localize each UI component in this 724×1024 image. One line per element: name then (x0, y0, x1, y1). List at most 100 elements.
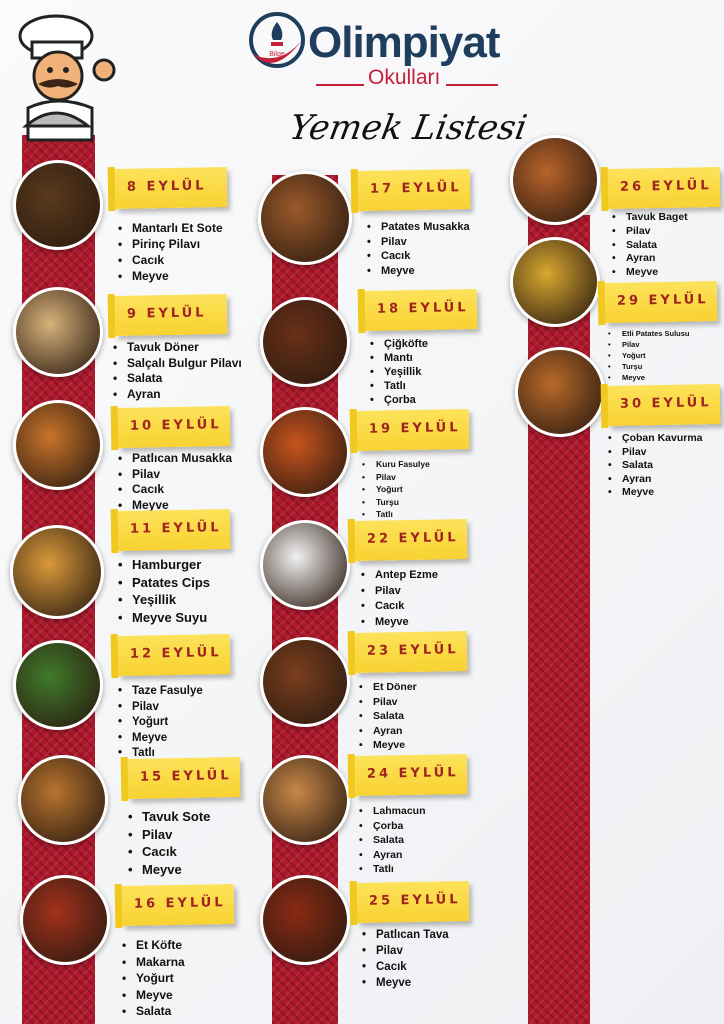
menu-item-text: Salçalı Bulgur Pilavı (127, 355, 242, 370)
menu-item: Turşu (362, 496, 430, 509)
date-label: 22 EYLÜL (366, 530, 459, 547)
menu-item-text: Hamburger (132, 557, 202, 572)
menu-item-text: Meyve (132, 497, 169, 512)
menu-item-text: Makarna (136, 954, 185, 969)
menu-item-text: Ayran (622, 472, 652, 485)
menu-item-text: Cacık (132, 482, 165, 496)
menu-item: Ayran (608, 473, 703, 487)
menu-item-text: Meyve (132, 269, 169, 283)
menu-item-text: Yeşillik (384, 366, 422, 378)
menu-list: Tavuk BagetPilavSalataAyranMeyve (612, 211, 688, 280)
menu-item: Yeşillik (370, 365, 428, 379)
menu-item-text: Patlıcan Tava (376, 929, 449, 941)
menu-item: Cacık (362, 959, 449, 975)
date-tag: 11 EYLÜL (117, 509, 231, 551)
menu-item-text: Meyve (376, 977, 412, 989)
menu-item-text: Pilav (376, 945, 403, 957)
menu-item: Meyve (118, 268, 223, 284)
menu-item: Et Döner (359, 680, 417, 695)
food-photo (13, 640, 103, 730)
menu-item: Cacık (367, 249, 470, 264)
menu-item: Cacık (118, 252, 223, 268)
menu-item: Etli Patates Sulusu (608, 328, 690, 339)
menu-list: Taze Fasulye Pilav Yoğurt Meyve Tatlı (118, 684, 203, 762)
menu-item: Meyve (612, 266, 688, 280)
date-label: 16 EYLÜL (133, 895, 226, 912)
food-photo (260, 875, 350, 965)
menu-item-text: Tatlı (376, 509, 393, 519)
menu-item: Taze Fasulye (118, 684, 203, 700)
date-tag: 17 EYLÜL (357, 169, 471, 211)
menu-list: Etli Patates Sulusu Pilav Yoğurt Turşu Meyve (608, 328, 690, 383)
food-photo (10, 525, 104, 619)
menu-item-text: Ayran (626, 252, 656, 265)
food-photo (510, 237, 600, 327)
menu-list: Et Döner Pilav Salata Ayran Meyve (359, 680, 417, 753)
red-stripe (528, 215, 590, 1024)
food-photo (260, 755, 350, 845)
brand-subtitle: Okulları (368, 66, 441, 89)
date-label: 24 EYLÜL (366, 765, 459, 782)
menu-item-text: Kuru Fasulye (376, 459, 430, 469)
menu-item-text: Meyve (373, 739, 406, 751)
menu-item: Tatlı (359, 862, 426, 877)
menu-list: Patlıcan MusakkaPilavCacıkMeyve (118, 451, 232, 513)
menu-item: Salata (608, 459, 703, 473)
date-label: 12 EYLÜL (129, 645, 222, 662)
menu-item-text: Turşu (376, 496, 399, 507)
menu-item: Meyve (362, 975, 449, 991)
menu-item-text: Et Köfte (136, 938, 182, 952)
menu-item-text: Meyve (136, 987, 173, 1002)
menu-item: Pilav (359, 695, 417, 710)
menu-item: Meyve (122, 987, 185, 1004)
menu-list: Patates Musakka Pilav Cacık Meyve (367, 220, 470, 278)
menu-item-text: Mantı (384, 352, 413, 364)
menu-item: Tavuk Baget (612, 211, 688, 225)
menu-item-text: Meyve (622, 373, 645, 382)
menu-item-text: Cacık (376, 961, 407, 973)
food-photo (13, 287, 103, 377)
menu-list: Kuru Fasulye Pilav Yoğurt Turşu Tatlı (362, 458, 430, 521)
menu-list: Çoban KavurmaPilavSalataAyranMeyve (608, 432, 703, 500)
food-photo (258, 171, 352, 265)
menu-item-text: Cacık (375, 600, 405, 612)
menu-item-text: Yoğurt (136, 971, 174, 985)
menu-item-text: Tatlı (384, 380, 406, 392)
menu-item: Ayran (113, 387, 242, 403)
menu-item-text: Pilav (142, 826, 173, 842)
food-photo (515, 347, 605, 437)
menu-item: Patates Musakka (367, 220, 470, 235)
menu-list: Çiğköfte Mantı Yeşillik Tatlı Çorba (370, 337, 428, 407)
menu-item-text: Çiğköfte (384, 338, 428, 350)
menu-item: Tatlı (362, 508, 430, 521)
menu-item-text: Mantarlı Et Sote (132, 221, 223, 235)
menu-item-text: Salata (127, 371, 163, 385)
menu-item: Çiğköfte (370, 337, 428, 351)
food-photo (20, 875, 110, 965)
menu-item: Meyve (118, 498, 232, 514)
menu-item-text: Antep Ezme (375, 569, 438, 581)
date-label: 8 EYLÜL (126, 178, 207, 195)
menu-item: Et Köfte (122, 937, 185, 954)
menu-item: Meyve (367, 264, 470, 279)
date-tag: 16 EYLÜL (121, 884, 235, 926)
menu-item-text: Pirinç Pilavı (132, 237, 201, 251)
date-tag: 18 EYLÜL (364, 289, 478, 331)
menu-item: Lahmacun (359, 804, 426, 819)
menu-item: Tatlı (370, 379, 428, 393)
menu-item-text: Pilav (132, 466, 161, 481)
menu-item: Meyve (118, 731, 203, 747)
menu-item: Salata (113, 371, 242, 387)
menu-item: Pilav (118, 467, 232, 483)
menu-item: Meyve Suyu (118, 609, 210, 627)
menu-item: Mantarlı Et Sote (118, 220, 223, 236)
menu-item-text: Yoğurt (622, 351, 646, 360)
menu-item: Pilav (362, 471, 430, 484)
food-photo (510, 135, 600, 225)
menu-item-text: Meyve Suyu (132, 609, 208, 625)
menu-item-text: Tavuk Döner (127, 340, 199, 354)
menu-item-text: Pilav (622, 445, 647, 458)
menu-list: Patlıcan Tava Pilav Cacık Meyve (362, 927, 449, 991)
menu-list: Tavuk Sote Pilav Cacık Meyve (128, 808, 210, 878)
menu-item: Makarna (122, 954, 185, 971)
